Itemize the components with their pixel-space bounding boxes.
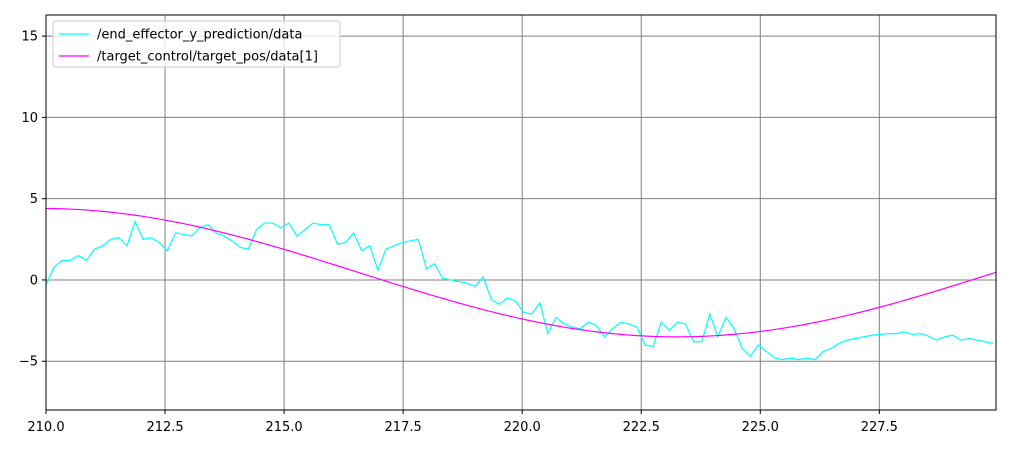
- series-line-0: [46, 219, 994, 361]
- y-tick-label: 15: [21, 30, 38, 45]
- legend-box: [52, 20, 341, 68]
- x-tick-label: 227.5: [861, 420, 898, 435]
- y-tick-label: 10: [21, 111, 38, 126]
- plot-area-frame: [45, 14, 997, 411]
- grid: [45, 15, 996, 410]
- x-tick-label: 210.0: [27, 420, 64, 435]
- x-tick-label: 222.5: [623, 420, 660, 435]
- x-tick-label: 212.5: [146, 420, 183, 435]
- legend-label-0: /end_effector_y_prediction/data: [97, 28, 302, 43]
- x-tick-label: 225.0: [742, 420, 779, 435]
- x-tick-label: 217.5: [385, 420, 422, 435]
- legend-label-1: /target_control/target_pos/data[1]: [97, 50, 318, 65]
- series-line-1: [46, 207, 996, 338]
- legend: /end_effector_y_prediction/data /target_…: [52, 20, 341, 68]
- x-tick-label: 215.0: [265, 420, 302, 435]
- x-tick-label: 220.0: [504, 420, 541, 435]
- y-tick-label: 5: [30, 192, 38, 207]
- axis-ticks: 210.0 212.5 215.0 217.5 220.0 222.5 225.0 227.5…: [19, 30, 898, 435]
- y-tick-label: 0: [30, 273, 38, 288]
- y-tick-label: −5: [19, 355, 38, 370]
- series-lines: [46, 207, 996, 361]
